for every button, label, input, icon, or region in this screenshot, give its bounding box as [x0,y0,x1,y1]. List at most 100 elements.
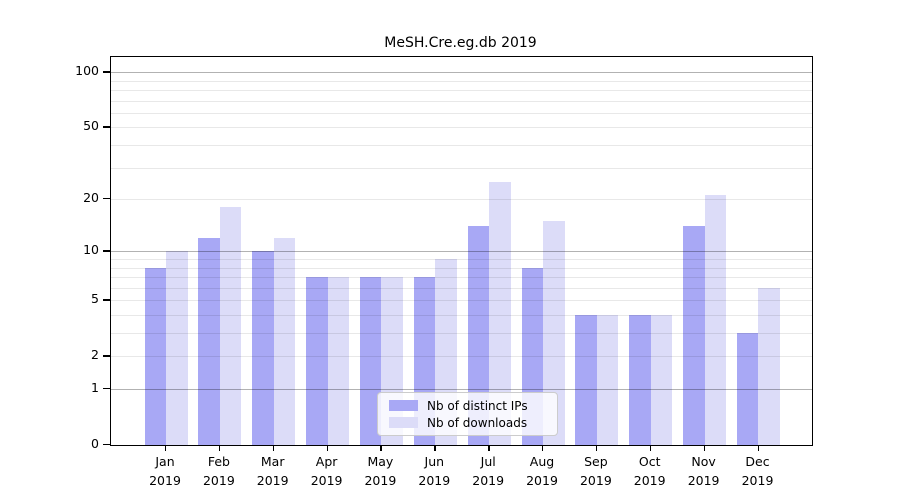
x-tick-mark-feb [218,445,221,451]
y-tick-label-20: 20 [83,190,99,206]
bar-distinct-ips-jan [144,267,166,445]
gridline-minor-30 [111,167,812,169]
bar-downloads-jul [489,181,511,445]
bar-distinct-ips-apr [306,277,328,445]
bar-distinct-ips-feb [198,237,220,445]
x-tick-mark-sep [595,445,598,451]
x-tick-label-jun: Jun 2019 [404,452,464,490]
bar-downloads-nov [704,195,727,445]
bar-distinct-ips-may [359,277,382,445]
x-tick-label-mar: Mar 2019 [243,452,303,490]
x-tick-year: 2019 [633,473,666,488]
gridline-minor-80 [111,90,812,91]
legend-label: Nb of distinct IPs [427,398,528,413]
y-tick-mark-20 [103,198,110,200]
legend-swatch-downloads [389,417,418,428]
x-tick-year: 2019 [687,473,720,488]
chart-title: MeSH.Cre.eg.db 2019 [384,35,537,51]
bar-distinct-ips-nov [683,226,705,445]
legend-swatch-distinct-ips [389,400,418,411]
y-tick-mark-1 [103,388,110,390]
y-tick-mark-5 [103,299,110,301]
gridline-minor-40 [111,145,812,146]
y-tick-label-5: 5 [91,291,99,307]
y-tick-mark-100 [103,71,110,73]
x-tick-label-jul: Jul 2019 [458,452,518,490]
y-tick-label-100: 100 [75,63,99,79]
x-tick-month: Jan [155,454,175,469]
y-tick-label-2: 2 [91,347,99,363]
x-tick-month: Oct [638,454,661,469]
y-tick-mark-2 [103,355,110,357]
x-tick-year: 2019 [741,473,774,488]
x-tick-year: 2019 [202,473,235,488]
x-tick-mark-aug [542,445,544,451]
plot-area: Nb of distinct IPs Nb of downloads [110,56,813,446]
x-tick-month: Sep [584,454,608,469]
legend-label: Nb of downloads [427,415,528,430]
x-tick-mark-oct [649,445,652,451]
x-tick-mark-mar [272,445,275,451]
x-tick-mark-jun [434,445,436,451]
x-tick-mark-dec [757,445,759,451]
bar-distinct-ips-oct [629,315,651,445]
gridline-minor-90 [111,80,812,82]
bar-distinct-ips-mar [252,251,274,445]
y-tick-label-50: 50 [83,118,99,134]
bar-downloads-sep [596,315,619,445]
x-tick-mark-jan [165,445,167,451]
legend-item-distinct-ips: Nb of distinct IPs [389,398,548,413]
bar-distinct-ips-sep [575,315,597,445]
bar-downloads-jan [166,251,188,445]
bar-downloads-oct [650,315,673,445]
bar-downloads-dec [758,287,780,445]
bar-downloads-apr [327,277,350,445]
x-tick-year: 2019 [526,473,558,488]
bar-distinct-ips-dec [736,333,759,445]
legend: Nb of distinct IPs Nb of downloads [377,392,558,436]
x-tick-label-jan: Jan 2019 [135,452,195,490]
x-tick-label-may: May 2019 [350,452,410,490]
gridline-major-100 [111,72,812,74]
gridline-minor-70 [111,100,812,102]
x-tick-month: Jun [424,454,445,469]
x-tick-month: May [367,454,394,469]
x-tick-mark-apr [326,445,328,451]
x-tick-mark-jul [488,445,490,451]
bar-downloads-feb [219,207,242,445]
bar-distinct-ips-jul [467,226,490,445]
x-tick-label-dec: Dec 2019 [728,452,788,490]
x-tick-label-oct: Oct 2019 [620,452,680,490]
x-tick-year: 2019 [364,473,397,488]
legend-item-downloads: Nb of downloads [389,415,548,430]
x-tick-label-apr: Apr 2019 [297,452,357,490]
x-tick-year: 2019 [472,473,505,488]
x-tick-month: Aug [529,454,555,469]
x-tick-label-sep: Sep 2019 [566,452,626,490]
x-tick-label-nov: Nov 2019 [674,452,734,490]
x-tick-year: 2019 [149,473,181,488]
y-tick-mark-0 [103,444,110,446]
y-tick-mark-50 [103,126,110,128]
x-tick-year: 2019 [418,473,451,488]
x-tick-year: 2019 [256,473,289,488]
gridline-minor-50 [111,127,812,129]
x-tick-year: 2019 [579,473,612,488]
gridline-minor-60 [111,112,812,114]
x-tick-month: Jul [480,454,496,469]
bar-downloads-mar [273,237,296,445]
x-tick-month: Dec [745,454,770,469]
y-tick-label-1: 1 [91,380,99,395]
y-tick-mark-10 [103,250,110,252]
x-tick-mark-nov [703,445,705,451]
x-tick-year: 2019 [310,473,343,488]
x-tick-month: Apr [315,454,338,469]
x-tick-month: Nov [691,454,716,469]
y-tick-label-0: 0 [91,436,99,451]
bar-downloads-aug [543,221,565,445]
x-tick-month: Mar [260,454,285,469]
y-tick-label-10: 10 [83,242,99,258]
x-tick-month: Feb [207,454,230,469]
x-tick-label-feb: Feb 2019 [189,452,249,490]
